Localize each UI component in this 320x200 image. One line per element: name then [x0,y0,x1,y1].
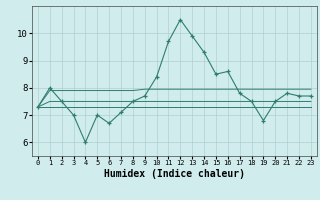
X-axis label: Humidex (Indice chaleur): Humidex (Indice chaleur) [104,169,245,179]
